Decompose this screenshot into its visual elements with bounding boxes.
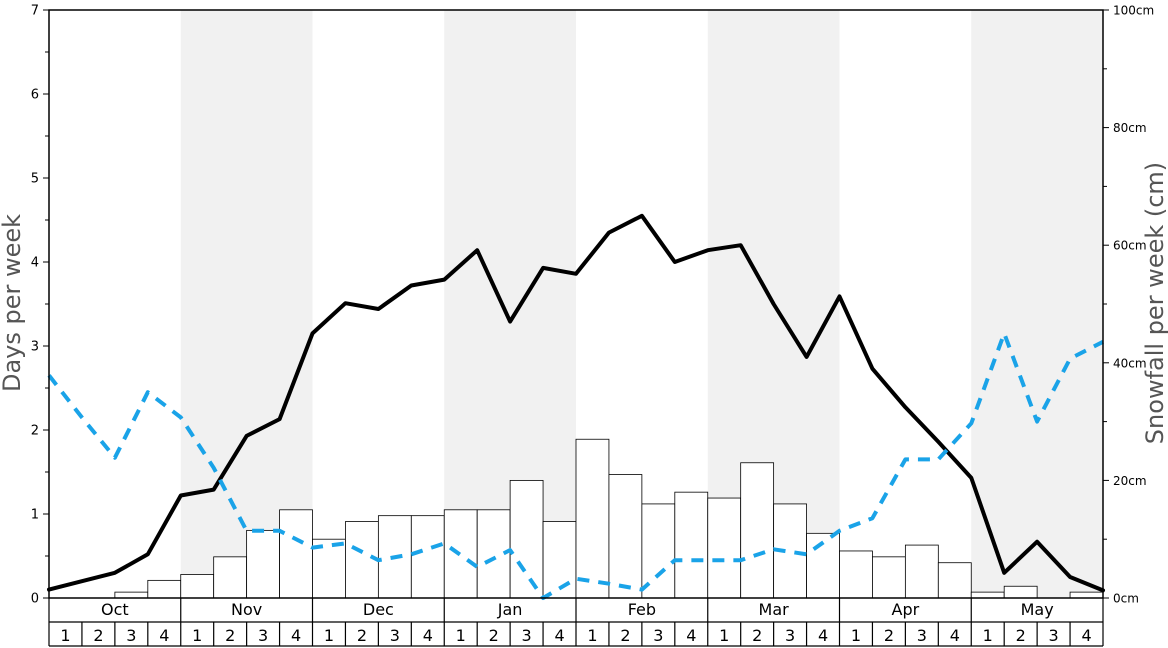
snowfall-bar bbox=[279, 509, 313, 599]
month-label-jan: Jan bbox=[497, 600, 523, 619]
snowfall-bar bbox=[147, 579, 182, 599]
right-tick-label: 80cm bbox=[1113, 121, 1147, 135]
week-label: 4 bbox=[554, 626, 564, 645]
week-label: 2 bbox=[752, 626, 762, 645]
snowfall-bar bbox=[542, 521, 577, 599]
week-label: 2 bbox=[884, 626, 894, 645]
left-tick-label: 1 bbox=[31, 508, 39, 523]
snowfall-bar bbox=[1069, 591, 1104, 599]
left-tick-label: 6 bbox=[31, 88, 39, 103]
week-label: 2 bbox=[225, 626, 235, 645]
snowfall-bars bbox=[114, 438, 1104, 599]
week-label: 1 bbox=[983, 626, 993, 645]
left-tick-label: 4 bbox=[31, 256, 39, 271]
week-label: 2 bbox=[357, 626, 367, 645]
snowfall-bar bbox=[410, 515, 445, 599]
snowfall-bar bbox=[937, 562, 972, 599]
right-tick-label: 60cm bbox=[1113, 239, 1147, 253]
y2-axis-title: Snowfall per week (cm) bbox=[1141, 162, 1168, 444]
week-label: 4 bbox=[818, 626, 828, 645]
snowfall-bar bbox=[114, 591, 149, 599]
left-tick-label: 5 bbox=[31, 172, 39, 187]
left-tick-label: 0 bbox=[31, 592, 39, 607]
y-axis-title: Days per week bbox=[0, 214, 26, 392]
week-label: 1 bbox=[456, 626, 466, 645]
right-axis: 0cm 20cm 40cm 60cm 80cm 100cm bbox=[1103, 4, 1154, 606]
week-label: 1 bbox=[851, 626, 861, 645]
month-label-apr: Apr bbox=[892, 600, 920, 619]
snowfall-bar bbox=[443, 509, 478, 599]
week-label: 2 bbox=[93, 626, 103, 645]
week-label: 1 bbox=[192, 626, 202, 645]
week-label: 3 bbox=[785, 626, 795, 645]
month-label-may: May bbox=[1021, 600, 1054, 619]
week-label: 4 bbox=[423, 626, 433, 645]
snowfall-bar bbox=[707, 497, 742, 599]
right-tick-label: 40cm bbox=[1113, 356, 1147, 370]
week-label: 3 bbox=[390, 626, 400, 645]
month-band-nov bbox=[180, 10, 313, 598]
snowfall-bar bbox=[345, 521, 379, 599]
week-label: 4 bbox=[686, 626, 696, 645]
week-label: 4 bbox=[1081, 626, 1091, 645]
snowfall-bar bbox=[740, 462, 775, 599]
snowfall-bar bbox=[575, 438, 610, 599]
month-label-feb: Feb bbox=[628, 600, 656, 619]
week-label: 4 bbox=[159, 626, 169, 645]
snowfall-bar bbox=[180, 574, 215, 599]
left-axis: 0 1 2 3 4 5 6 7 bbox=[31, 4, 49, 607]
month-label-oct: Oct bbox=[101, 600, 129, 619]
week-label: 1 bbox=[60, 626, 70, 645]
series-lines bbox=[47, 213, 1105, 600]
month-band-may bbox=[971, 10, 1103, 598]
left-tick-label: 2 bbox=[31, 424, 39, 439]
week-label: 3 bbox=[522, 626, 532, 645]
week-label: 2 bbox=[489, 626, 499, 645]
month-bands bbox=[180, 10, 1103, 598]
snowfall-bar bbox=[904, 544, 939, 599]
right-tick-label: 100cm bbox=[1113, 4, 1154, 18]
x-axis: Oct 1 2 3 4 Nov 1 2 3 4 Dec 1 2 3 4 Jan 1 2 3 4 Feb 1 2 3 4 Mar 1 2… bbox=[48, 598, 1104, 647]
snowfall-bar bbox=[1003, 585, 1038, 599]
dashed-series-line bbox=[47, 331, 1104, 600]
snowfall-bar bbox=[509, 479, 544, 599]
week-label: 1 bbox=[587, 626, 597, 645]
week-label: 1 bbox=[719, 626, 729, 645]
week-label: 3 bbox=[1049, 626, 1059, 645]
week-label: 3 bbox=[126, 626, 136, 645]
week-label: 3 bbox=[653, 626, 663, 645]
week-label: 2 bbox=[620, 626, 630, 645]
right-tick-label: 0cm bbox=[1113, 592, 1139, 606]
week-label: 3 bbox=[917, 626, 927, 645]
snowfall-bar bbox=[608, 474, 643, 599]
month-label-nov: Nov bbox=[231, 600, 262, 619]
right-tick-label: 20cm bbox=[1113, 474, 1147, 488]
month-label-dec: Dec bbox=[363, 600, 394, 619]
week-label: 3 bbox=[258, 626, 268, 645]
snowfall-bar bbox=[839, 550, 873, 599]
snowfall-bar bbox=[213, 556, 248, 599]
snowfall-bar bbox=[872, 556, 906, 599]
week-label: 2 bbox=[1016, 626, 1026, 645]
left-tick-label: 3 bbox=[31, 340, 39, 355]
snowfall-bar bbox=[674, 491, 709, 599]
left-tick-label: 7 bbox=[31, 4, 39, 19]
snowfall-bar bbox=[312, 538, 346, 599]
week-label: 4 bbox=[950, 626, 960, 645]
week-label: 1 bbox=[324, 626, 334, 645]
snowfall-bar bbox=[970, 591, 1005, 599]
solid-series-line bbox=[47, 213, 1105, 593]
month-label-mar: Mar bbox=[759, 600, 790, 619]
snowfall-bar bbox=[246, 529, 280, 599]
week-label: 4 bbox=[291, 626, 301, 645]
